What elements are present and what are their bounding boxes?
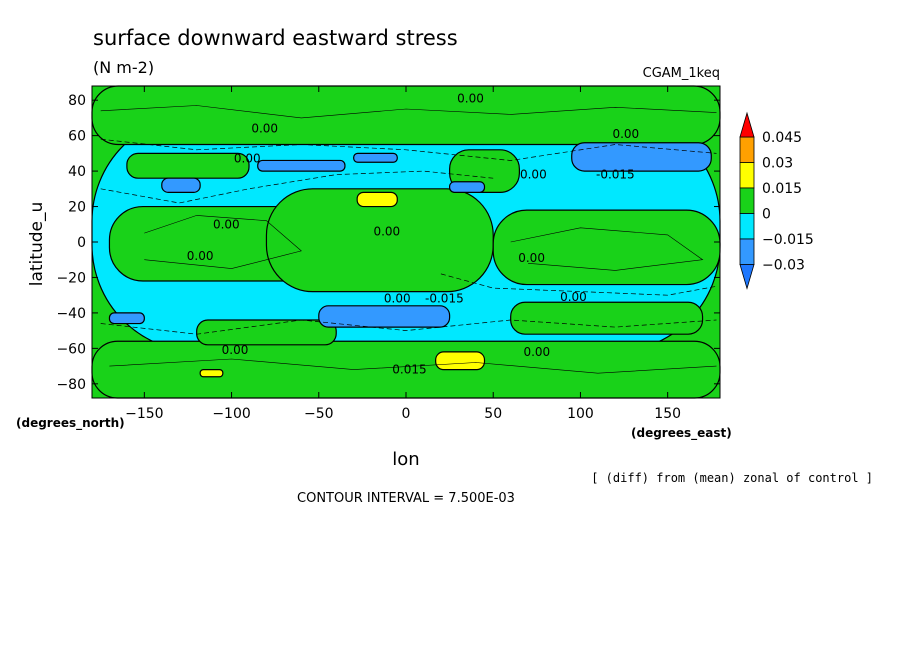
x-tick-label--100: −100 (212, 406, 250, 422)
colorbar-segment-pos_015_030 (739, 162, 755, 189)
colorbar-segment-pos_030_045 (739, 136, 755, 163)
region-neg_030_015-16 (108, 312, 145, 325)
contour-label-14: 0.00 (523, 345, 550, 359)
x-tick-label-100: 100 (567, 406, 594, 422)
colorbar-label-1: 0.03 (762, 156, 793, 172)
colorbar-arrow-top (739, 111, 755, 138)
contour-interval: CONTOUR INTERVAL = 7.500E-03 (297, 491, 515, 506)
colorbar-label-0: 0.045 (762, 130, 802, 146)
colorbar-arrow-bottom (739, 264, 755, 290)
y-tick-label-80: 80 (68, 93, 86, 109)
region-neg_030_015-14 (571, 142, 712, 172)
contour-dashed-0 (100, 138, 717, 161)
colorbar-label-5: −0.03 (762, 258, 805, 274)
colorbar-label-3: 0 (762, 207, 771, 223)
x-tick-label-50: 50 (484, 406, 502, 422)
colorbar: 0.045 0.03 0.015 0 −0.015 −0.03 (739, 111, 814, 290)
x-tick-label--150: −150 (125, 406, 163, 422)
contour-label-2: 0.00 (612, 127, 639, 141)
contour-dashed-1 (100, 319, 717, 335)
contour-solid-0 (100, 105, 717, 119)
contour-label-6: 0.00 (213, 217, 240, 231)
y-axis-label: latitude_u (27, 202, 47, 287)
x-tick-label-150: 150 (654, 406, 681, 422)
chart-subtitle: (N m-2) (93, 58, 154, 77)
region-pos_0_015-8 (196, 319, 337, 346)
region-neg_030_015-12 (353, 152, 398, 163)
contour-label-12: 0.00 (560, 290, 587, 304)
x-tick-label--50: −50 (304, 406, 334, 422)
contour-solid-2 (144, 215, 302, 269)
chart-title: surface downward eastward stress (93, 26, 458, 50)
contour-label-10: 0.00 (384, 292, 411, 306)
x-units-label: (degrees_east) (631, 426, 732, 441)
contour-label-13: 0.00 (222, 343, 249, 357)
y-tick-label-20: 20 (68, 200, 86, 216)
x-axis-label: lon (392, 449, 419, 470)
colorbar-segment-neg_030_015 (739, 238, 755, 265)
y-units-label: (degrees_north) (16, 416, 125, 431)
contour-dashed-3 (440, 273, 717, 296)
footer-note: [ (diff) from (mean) zonal of control ] (591, 471, 873, 485)
contour-label-11: -0.015 (425, 292, 464, 306)
y-tick-label--80: −80 (56, 377, 86, 393)
contour-lines (100, 105, 717, 374)
colorbar-segment-neg_015_0 (739, 213, 755, 240)
contour-label-4: 0.00 (520, 168, 547, 182)
x-axis-ticks: −150 −100 −50 0 50 100 150 (125, 86, 681, 422)
y-tick-label--60: −60 (56, 341, 86, 357)
region-neg_030_015-10 (161, 177, 201, 193)
contour-label-15: 0.015 (392, 363, 426, 377)
contour-solid-3 (510, 227, 704, 271)
region-pos_0_015-7 (126, 152, 250, 179)
y-tick-label-0: 0 (77, 235, 86, 251)
dataset-label: CGAM_1keq (643, 66, 720, 81)
region-pos_015_030-19 (199, 369, 224, 378)
plot-area: 0.00 0.00 0.00 0.00 0.00 -0.015 0.00 0.00 0.00 0.… (91, 85, 721, 399)
y-tick-label-60: 60 (68, 129, 86, 145)
region-neg_030_015-13 (449, 181, 486, 193)
contour-label-5: -0.015 (596, 168, 635, 182)
region-pos_0_015-5 (492, 209, 721, 286)
y-tick-label--20: −20 (56, 270, 86, 286)
colorbar-label-2: 0.015 (762, 181, 802, 197)
colorbar-label-4: −0.015 (762, 232, 814, 248)
contour-label-1: 0.00 (251, 122, 278, 136)
region-neg_030_015-11 (257, 159, 346, 172)
region-pos_015_030-18 (435, 351, 486, 371)
x-tick-label-0: 0 (402, 406, 411, 422)
shaded-regions (91, 85, 721, 399)
region-neg_030_015-15 (318, 305, 451, 328)
y-axis-ticks: −80 −60 −40 −20 0 20 40 60 80 (56, 93, 720, 393)
contour-label-3: 0.00 (234, 152, 261, 166)
contour-labels: 0.00 0.00 0.00 0.00 0.00 -0.015 0.00 0.00 0.00 0.… (187, 91, 639, 376)
contour-label-0: 0.00 (457, 91, 484, 105)
contour-label-9: 0.00 (518, 251, 545, 265)
region-pos_015_030-17 (356, 191, 398, 208)
y-tick-label--40: −40 (56, 306, 86, 322)
colorbar-segment-pos_0_015 (739, 187, 755, 214)
y-tick-label-40: 40 (68, 164, 86, 180)
contour-solid-1 (109, 358, 717, 374)
contour-label-7: 0.00 (373, 224, 400, 238)
region-pos_0_015-9 (510, 301, 704, 335)
contour-dashed-2 (100, 170, 494, 204)
contour-label-8: 0.00 (187, 249, 214, 263)
